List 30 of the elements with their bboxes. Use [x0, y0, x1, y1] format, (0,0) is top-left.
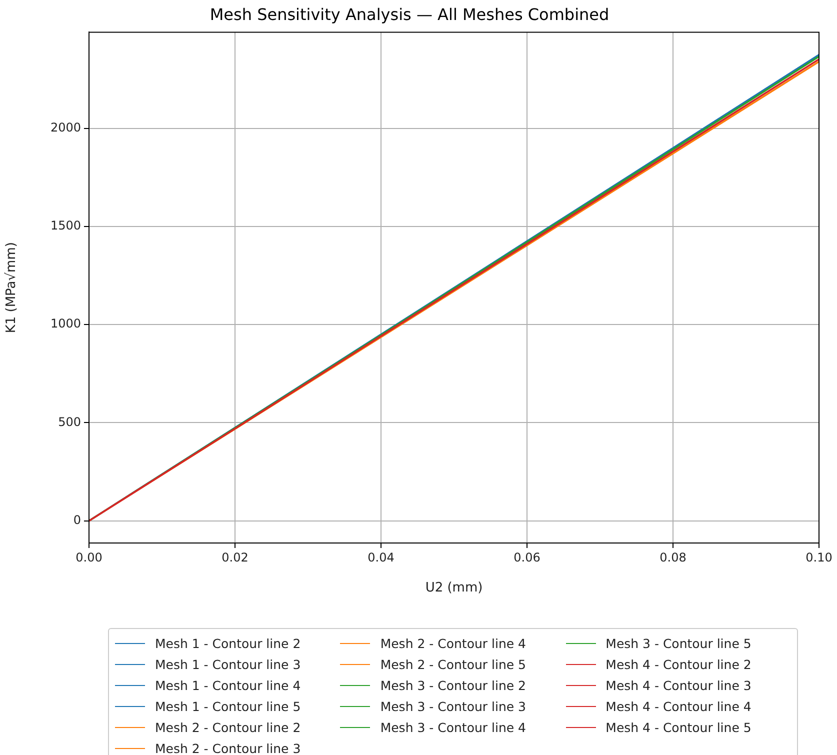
- legend-label: Mesh 4 - Contour line 2: [606, 657, 752, 672]
- legend-label: Mesh 2 - Contour line 5: [380, 657, 526, 672]
- legend-label: Mesh 4 - Contour line 5: [606, 720, 752, 735]
- legend-label: Mesh 3 - Contour line 5: [606, 636, 752, 651]
- x-tick-label: 0.06: [514, 550, 540, 564]
- y-axis-title: K1 (MPa√mm): [4, 242, 20, 334]
- y-tick-label: 1500: [50, 218, 81, 233]
- x-tick-label: 0.04: [368, 550, 394, 564]
- x-axis-title: U2 (mm): [425, 580, 483, 596]
- y-tick-label: 500: [58, 414, 81, 429]
- legend-label: Mesh 1 - Contour line 5: [155, 699, 301, 714]
- legend-label: Mesh 1 - Contour line 2: [155, 636, 301, 651]
- legend-label: Mesh 1 - Contour line 4: [155, 678, 301, 693]
- x-tick-label: 0.02: [222, 550, 248, 564]
- x-tick-label: 0.08: [660, 550, 686, 564]
- legend-label: Mesh 2 - Contour line 4: [380, 636, 526, 651]
- y-tick-label: 0: [73, 512, 81, 527]
- x-tick-label: 0.10: [806, 550, 832, 564]
- legend-label: Mesh 3 - Contour line 2: [380, 678, 526, 693]
- y-tick-label: 2000: [50, 120, 81, 134]
- legend-label: Mesh 2 - Contour line 3: [155, 741, 301, 755]
- y-tick-label: 1000: [50, 316, 81, 331]
- legend-label: Mesh 3 - Contour line 3: [380, 699, 526, 714]
- x-tick-label: 0.00: [76, 550, 102, 564]
- legend-label: Mesh 4 - Contour line 3: [606, 678, 752, 693]
- legend-label: Mesh 2 - Contour line 2: [155, 720, 301, 735]
- legend-label: Mesh 3 - Contour line 4: [380, 720, 526, 735]
- legend-label: Mesh 4 - Contour line 4: [606, 699, 752, 714]
- legend-label: Mesh 1 - Contour line 3: [155, 657, 301, 672]
- chart-title: Mesh Sensitivity Analysis — All Meshes Combined: [210, 4, 610, 24]
